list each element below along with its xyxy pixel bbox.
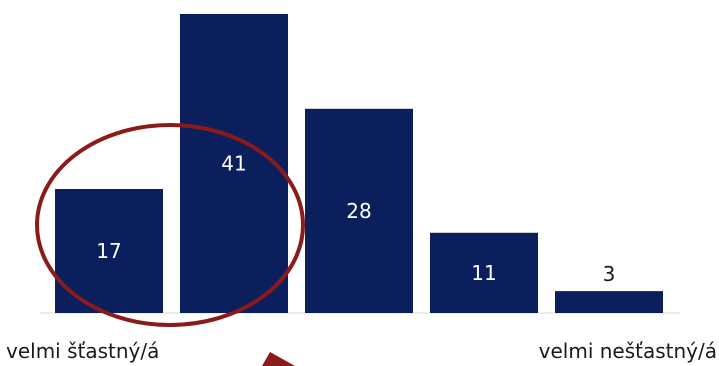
data-label-0: 17 — [96, 239, 121, 263]
highlight-ellipse — [35, 123, 305, 327]
axis-end-label-right: velmi nešťastný/á — [538, 339, 717, 363]
bar-3 — [430, 232, 538, 313]
bars-group — [55, 14, 663, 314]
data-label-3: 11 — [471, 261, 496, 285]
bar-2 — [305, 108, 413, 314]
data-label-4: 3 — [603, 262, 616, 286]
arrow-tip-mark — [262, 352, 295, 366]
axis-end-label-left: velmi šťastný/á — [6, 339, 160, 363]
data-label-2: 28 — [346, 199, 371, 223]
bar-4 — [555, 291, 663, 313]
data-labels-group: 17 41 28 11 3 — [96, 152, 615, 287]
bar-1 — [180, 14, 288, 313]
data-label-1: 41 — [221, 152, 246, 176]
